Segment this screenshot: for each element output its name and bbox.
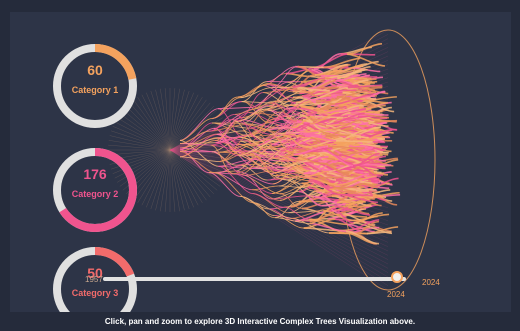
category-2-ring (53, 148, 137, 232)
instruction-caption: Click, pan and zoom to explore 3D Intera… (104, 317, 416, 326)
tree-visualization-canvas[interactable] (10, 12, 511, 312)
category-1-value: 60 (87, 62, 103, 78)
category-2-label: Category 2 (71, 189, 119, 199)
category-2-value: 176 (83, 166, 107, 182)
category-2-arc (53, 148, 137, 232)
year-slider-track[interactable] (103, 277, 406, 281)
category-3-arc (53, 247, 137, 312)
category-3-donut: 50 Category 3 (50, 244, 140, 312)
year-slider-handle[interactable] (391, 271, 403, 283)
category-1-label: Category 1 (71, 85, 119, 95)
category-3-ring (53, 247, 137, 312)
category-1-ring (53, 44, 137, 128)
year-slider-current-label: 2024 (387, 290, 405, 299)
year-slider-max-label: 2024 (422, 278, 440, 287)
year-slider-min-label: 1957 (85, 275, 103, 284)
visualization-panel[interactable]: 60 Category 1 176 Category 2 50 Category… (10, 12, 511, 312)
category-1-arc (53, 44, 137, 128)
category-3-value: 50 (87, 265, 103, 281)
category-1-donut: 60 Category 1 (50, 41, 140, 131)
category-2-donut: 176 Category 2 (50, 145, 140, 235)
category-3-label: Category 3 (71, 288, 119, 298)
